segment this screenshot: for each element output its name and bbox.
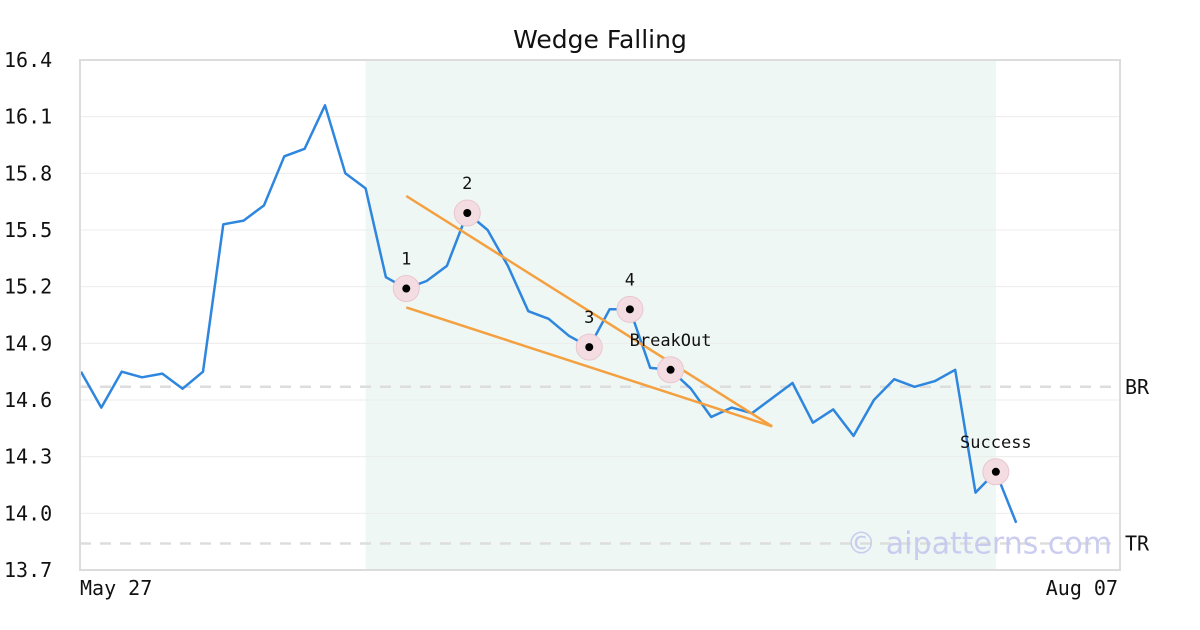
marker-dot bbox=[585, 343, 594, 352]
wedge-trend-line bbox=[405, 194, 773, 428]
trend-lines bbox=[405, 194, 773, 428]
x-axis-ticks: May 27 Aug 07 bbox=[80, 576, 1118, 600]
pattern-marker: Success bbox=[960, 433, 1032, 486]
y-tick-label: 16.4 bbox=[4, 48, 52, 72]
x-tick-label: May 27 bbox=[80, 576, 152, 600]
wedge-trend-line bbox=[405, 306, 773, 428]
price-series bbox=[79, 104, 1018, 524]
grid-lines bbox=[80, 59, 1120, 571]
y-tick-label: 15.2 bbox=[4, 275, 52, 299]
pattern-highlight-region bbox=[365, 60, 996, 570]
x-tick-label: Aug 07 bbox=[1046, 576, 1118, 600]
level-label: BR bbox=[1125, 375, 1150, 399]
level-label: TR bbox=[1125, 532, 1150, 556]
y-tick-label: 14.0 bbox=[4, 501, 52, 525]
pattern-marker: 1 bbox=[392, 250, 420, 303]
marker-label: Success bbox=[960, 433, 1032, 453]
pattern-marker: 3 bbox=[575, 308, 603, 361]
price-line bbox=[79, 104, 1018, 524]
level-lines: BR TR bbox=[80, 375, 1150, 556]
y-tick-label: 13.7 bbox=[4, 558, 52, 582]
marker-label: BreakOut bbox=[630, 331, 712, 351]
marker-label: 3 bbox=[584, 308, 594, 328]
pattern-marker: 2 bbox=[453, 174, 481, 227]
plot-frame bbox=[79, 59, 1121, 571]
pattern-markers: 1 2 3 4 BreakOut Success bbox=[392, 174, 1032, 486]
pattern-marker: 4 bbox=[616, 270, 644, 323]
chart-title: Wedge Falling bbox=[513, 25, 687, 54]
marker-dot bbox=[402, 284, 411, 293]
y-tick-label: 16.1 bbox=[4, 105, 52, 129]
marker-dot bbox=[666, 365, 675, 374]
marker-dot bbox=[991, 467, 1000, 476]
watermark-text: © aipatterns.com bbox=[846, 527, 1112, 562]
y-axis-ticks: 16.4 16.1 15.8 15.5 15.2 14.9 14.6 14.3 14.0 13.7 bbox=[4, 48, 52, 582]
marker-dot bbox=[625, 305, 634, 314]
y-tick-label: 14.9 bbox=[4, 331, 52, 355]
pattern-marker: BreakOut bbox=[630, 331, 712, 384]
marker-dot bbox=[463, 209, 472, 217]
plot-background bbox=[80, 60, 1120, 570]
y-tick-label: 15.5 bbox=[4, 218, 52, 242]
marker-label: 1 bbox=[401, 250, 411, 270]
marker-label: 2 bbox=[462, 174, 472, 194]
y-tick-label: 14.6 bbox=[4, 388, 52, 412]
marker-label: 4 bbox=[625, 270, 635, 290]
y-tick-label: 15.8 bbox=[4, 161, 52, 185]
y-tick-label: 14.3 bbox=[4, 445, 52, 469]
